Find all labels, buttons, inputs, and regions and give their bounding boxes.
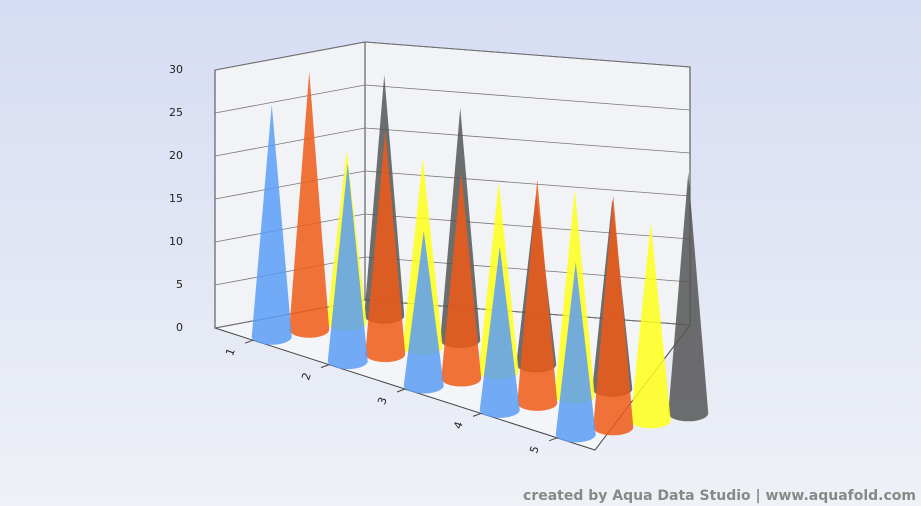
y-tick-label: 25 [169,106,183,119]
x-tick [548,437,558,442]
y-tick-label: 5 [176,278,183,291]
cone [251,104,292,345]
cone [365,130,406,363]
x-tick-label: 3 [375,395,390,406]
y-tick-label: 20 [169,149,183,162]
x-tick [396,388,406,393]
cone [403,230,444,394]
cone [517,179,558,411]
cone [630,222,671,429]
x-tick-label: 1 [223,347,238,358]
plot: 0 5 10 15 20 25 30 1 2 3 4 5 [169,41,709,455]
cone [327,163,368,370]
x-tick-label: 4 [451,420,466,431]
x-tick-label: 5 [527,444,542,455]
cone [555,262,596,443]
grid-line [214,84,691,114]
y-tick-label: 10 [169,235,183,248]
cone [441,172,482,387]
y-tick-label: 15 [169,192,183,205]
x-tick [320,364,330,369]
x-tick [472,412,482,417]
grid-line [214,127,691,157]
x-tick [244,339,254,344]
cone [479,246,520,418]
y-tick-label: 0 [176,321,183,334]
watermark: created by Aqua Data Studio | www.aquafo… [523,488,916,504]
x-tick-label: 2 [299,371,314,382]
cone [668,172,709,422]
y-tick-label: 30 [169,63,183,76]
cone [593,195,634,436]
cone [289,71,330,338]
grid-line [214,41,691,71]
